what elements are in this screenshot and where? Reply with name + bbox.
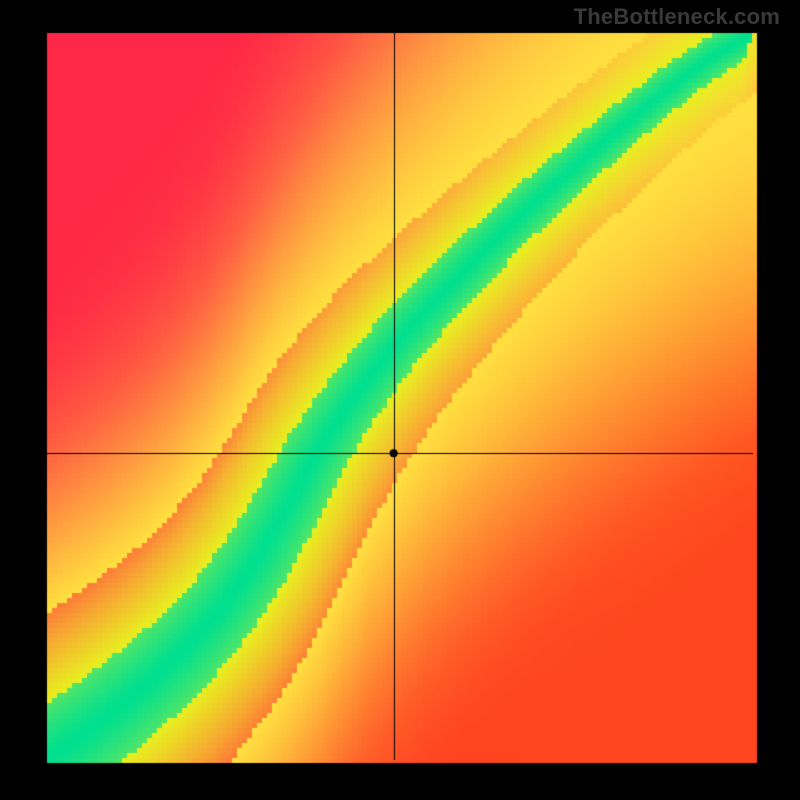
watermark-text: TheBottleneck.com [574,4,780,30]
heatmap-canvas [0,0,800,800]
chart-container: TheBottleneck.com [0,0,800,800]
